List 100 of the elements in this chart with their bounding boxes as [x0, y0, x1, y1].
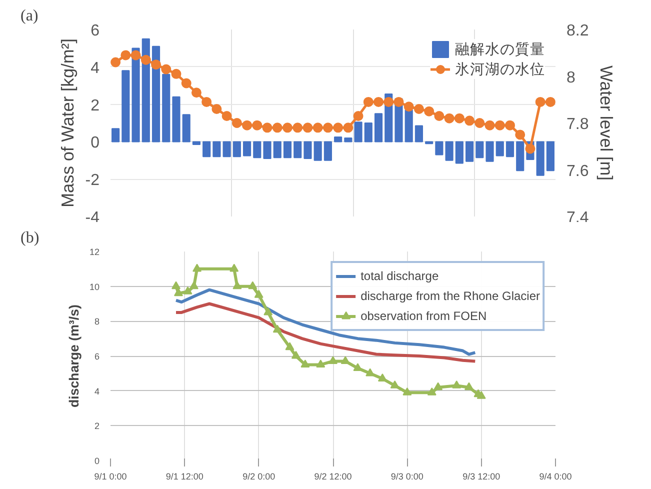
- bar: [263, 141, 272, 160]
- point: [140, 54, 151, 65]
- point: [515, 130, 526, 140]
- point: [384, 96, 394, 107]
- bar: [112, 128, 120, 142]
- point: [444, 113, 454, 124]
- point: [120, 50, 131, 60]
- point: [130, 50, 141, 60]
- point: [343, 122, 354, 133]
- point: [242, 120, 252, 130]
- point: [424, 106, 434, 116]
- legend-label: total discharge: [360, 269, 439, 283]
- y-tick-label: 8: [94, 316, 100, 327]
- bar: [374, 113, 383, 142]
- bar: [536, 141, 544, 176]
- point: [161, 64, 172, 74]
- point: [262, 122, 272, 133]
- bar: [516, 141, 524, 172]
- y-tick-label: 4: [94, 386, 100, 396]
- point: [202, 96, 212, 107]
- point: [110, 57, 121, 68]
- y-axis-title: Mass of Water [kg/m²]: [57, 38, 78, 208]
- point: [494, 120, 505, 130]
- point: [535, 96, 546, 107]
- bar: [304, 141, 312, 160]
- x-tick-label: 9/4 0:00: [539, 472, 572, 482]
- point: [414, 104, 424, 114]
- y2-tick-label: 8.2: [566, 22, 589, 40]
- bar: [414, 125, 424, 142]
- point: [374, 96, 384, 107]
- bar: [192, 141, 201, 146]
- point: [464, 116, 475, 126]
- bar: [122, 70, 130, 142]
- y-tick-label: 2: [90, 97, 100, 114]
- y-tick-label: 0: [90, 134, 100, 152]
- bar: [506, 141, 514, 158]
- bar: [294, 141, 302, 158]
- bar: [222, 141, 231, 158]
- point: [454, 113, 464, 124]
- chart-title: (a): [20, 8, 38, 24]
- bar: [465, 141, 474, 162]
- chart-title: (b): [20, 230, 40, 246]
- bar: [314, 141, 322, 161]
- y2-tick-label: 7.8: [566, 116, 589, 133]
- y2-axis-title: Water level [m]: [596, 66, 617, 180]
- x-tick-label: 9/2 12:00: [314, 472, 352, 482]
- bar: [404, 109, 413, 142]
- point: [545, 96, 556, 107]
- bar: [344, 137, 352, 142]
- point: [484, 120, 495, 130]
- x-tick-label: 9/1 12:00: [166, 472, 204, 482]
- x-tick-label: 9/1 0:00: [94, 472, 127, 482]
- bar: [354, 122, 362, 142]
- point: [282, 122, 292, 133]
- bar: [273, 141, 282, 158]
- bar: [496, 141, 504, 156]
- legend-label: discharge from the Rhone Glacier: [360, 289, 540, 303]
- legend-label: 氷河湖の水位: [455, 60, 545, 78]
- point: [212, 104, 222, 114]
- point: [191, 88, 202, 98]
- point: [252, 120, 262, 130]
- bar: [253, 141, 262, 158]
- bar: [232, 141, 241, 158]
- point: [292, 122, 303, 133]
- y2-tick-label: 7.6: [566, 162, 589, 180]
- bar: [486, 141, 494, 162]
- point: [394, 96, 404, 107]
- bar: [172, 96, 180, 142]
- point: [322, 122, 333, 133]
- bar: [324, 141, 332, 161]
- bar: [202, 141, 211, 158]
- bar: [152, 46, 160, 142]
- y-axis-title: discharge (m³/s): [66, 304, 82, 408]
- point: [404, 102, 414, 112]
- bar: [142, 38, 150, 142]
- point: [525, 144, 536, 154]
- bar: [455, 141, 464, 164]
- point: [151, 60, 162, 70]
- y-tick-label: 10: [89, 282, 100, 292]
- point: [302, 122, 313, 133]
- x-tick-label: 9/3 12:00: [462, 472, 500, 482]
- point: [222, 110, 232, 121]
- point: [171, 68, 182, 79]
- y-tick-label: 4: [90, 60, 100, 77]
- bar: [476, 141, 484, 158]
- y-tick-label: 2: [94, 421, 100, 432]
- point: [333, 122, 344, 133]
- x-tick-label: 9/2 0:00: [242, 472, 276, 482]
- bar: [182, 114, 190, 142]
- y-tick-label: -2: [85, 172, 100, 190]
- legend-label: 融解水の質量: [455, 40, 545, 58]
- y2-tick-label: 8: [566, 69, 576, 86]
- bar: [364, 122, 372, 142]
- y-tick-label: 6: [90, 22, 100, 40]
- x-tick-label: 9/3 0:00: [390, 472, 424, 482]
- point: [474, 118, 485, 128]
- point: [181, 78, 192, 88]
- bar: [212, 141, 221, 158]
- bar: [132, 48, 140, 142]
- point: [434, 110, 444, 121]
